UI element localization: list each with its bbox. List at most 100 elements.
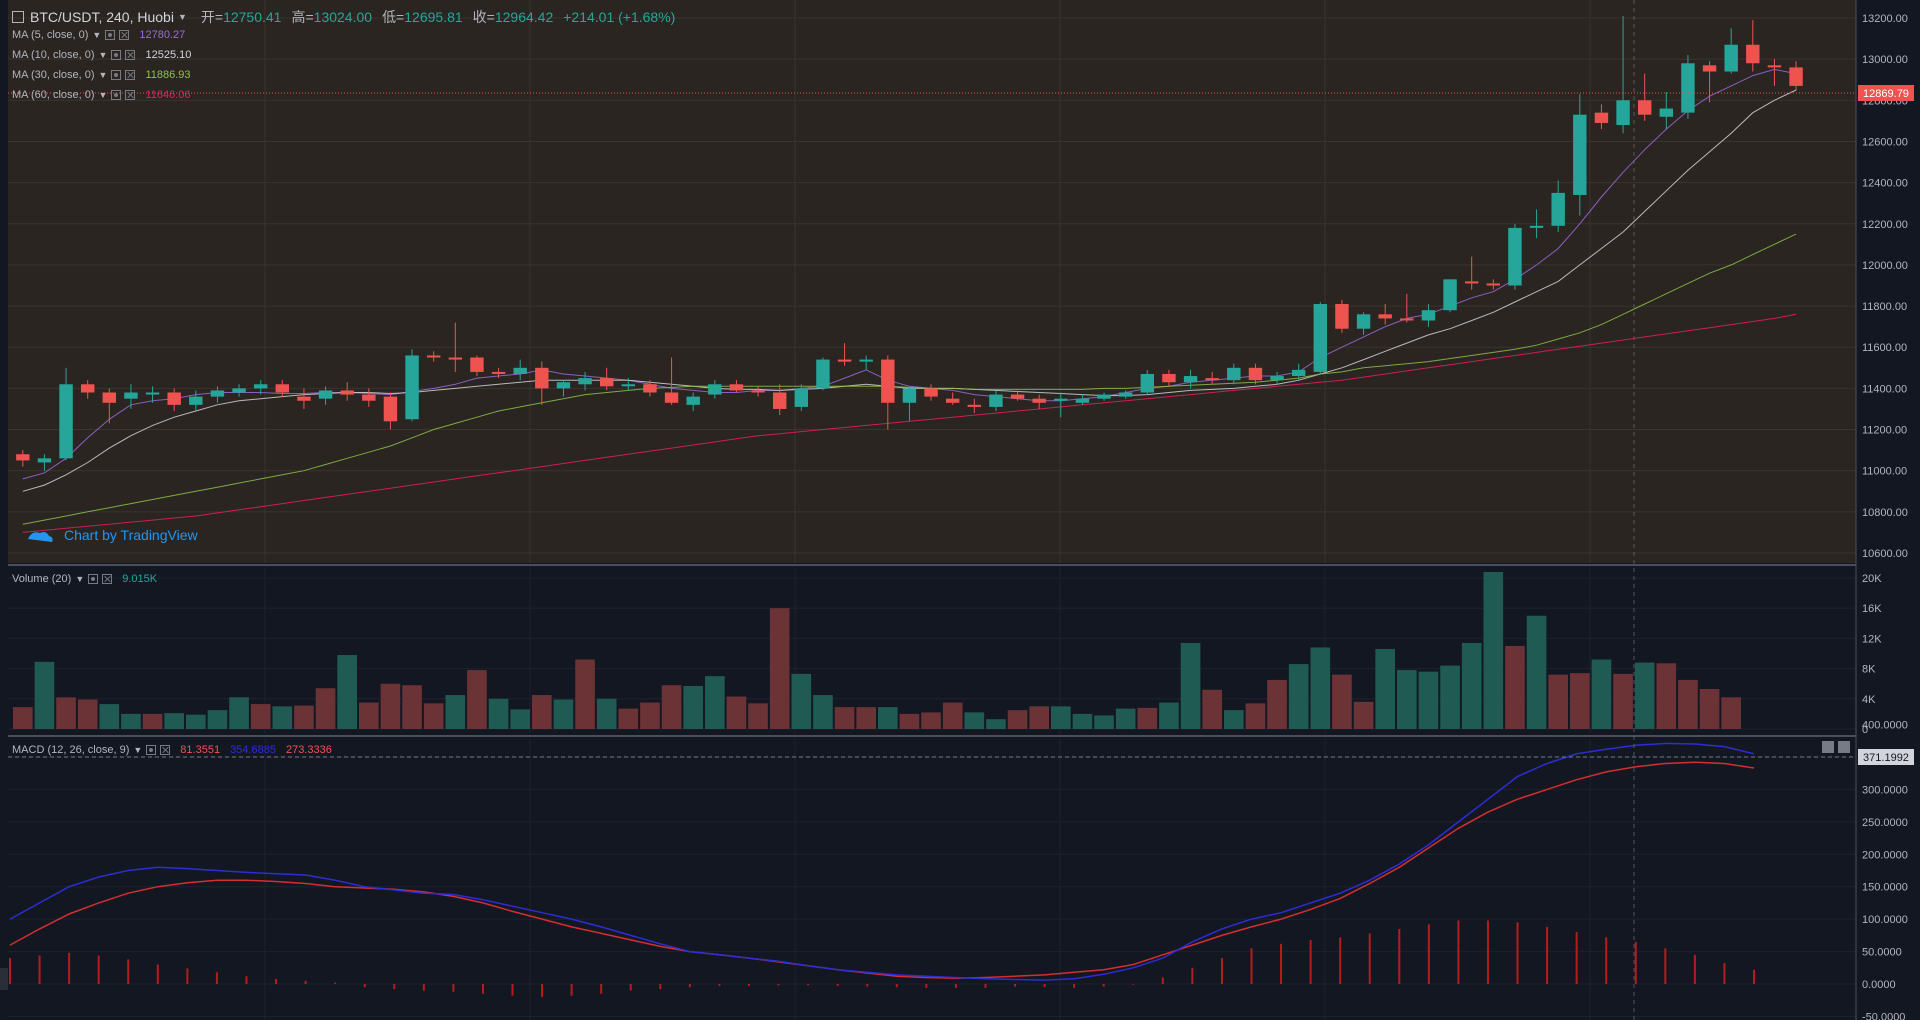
open-value: 12750.41 (223, 9, 282, 25)
indicator-menu-chevron-icon[interactable]: ▼ (98, 70, 108, 80)
indicator-label[interactable]: MA (60, close, 0) (12, 89, 95, 101)
candle-body (1054, 398, 1068, 401)
candle-body (145, 392, 160, 395)
candle (621, 378, 636, 391)
indicator-row-ma5[interactable]: MA (5, close, 0) ▼ 12780.27 (12, 29, 185, 41)
candle (859, 355, 873, 370)
indicator-row-ma30[interactable]: MA (30, close, 0) ▼ 11886.93 (12, 69, 191, 81)
candle-body (1270, 376, 1284, 381)
macd-tick-label: 50.0000 (1862, 947, 1902, 959)
candle-body (1594, 112, 1609, 123)
candle (924, 384, 938, 401)
candle-body (1097, 394, 1111, 399)
macd-menu-chevron-icon[interactable]: ▼ (133, 745, 143, 755)
volume-bar (1526, 615, 1547, 729)
price-axis[interactable]: 13200.0013000.0012800.0012600.0012400.00… (1862, 13, 1908, 1020)
macd-tick-label: 200.0000 (1862, 849, 1908, 861)
candle-body (902, 388, 917, 403)
volume-bar (1678, 679, 1698, 729)
remove-icon[interactable] (119, 30, 130, 40)
candle-body (491, 371, 506, 374)
settings-icon[interactable] (146, 745, 157, 755)
pane-maximize-icon[interactable] (1822, 741, 1834, 753)
candle-body (16, 454, 30, 461)
volume-tick-label: 4K (1862, 694, 1876, 706)
volume-bar (1245, 703, 1266, 729)
settings-icon[interactable] (88, 574, 99, 584)
indicator-menu-chevron-icon[interactable]: ▼ (98, 50, 108, 60)
macd-tick-label: -50.0000 (1862, 1011, 1905, 1020)
macd-label[interactable]: MACD (12, 26, close, 9) (12, 744, 130, 756)
candle (535, 361, 549, 405)
price-tick-label: 11800.00 (1862, 301, 1907, 313)
candle-body (232, 388, 246, 393)
remove-icon[interactable] (102, 574, 113, 584)
macd-grid (8, 738, 1856, 1020)
indicator-label[interactable]: MA (10, close, 0) (12, 49, 95, 61)
settings-icon[interactable] (111, 90, 122, 100)
indicator-menu-chevron-icon[interactable]: ▼ (98, 90, 108, 100)
price-tick-label: 12600.00 (1862, 136, 1908, 148)
pane-collapse-icon[interactable] (1838, 741, 1850, 753)
indicator-label[interactable]: MA (5, close, 0) (12, 29, 89, 41)
macd-legend[interactable]: MACD (12, 26, close, 9) ▼ 81.3551 354.68… (12, 744, 332, 756)
indicator-row-ma60[interactable]: MA (60, close, 0) ▼ 11646.06 (12, 89, 191, 101)
remove-icon[interactable] (160, 745, 171, 755)
remove-icon[interactable] (125, 70, 136, 80)
collapse-legend-icon[interactable] (12, 11, 24, 23)
settings-icon[interactable] (111, 70, 122, 80)
indicator-menu-chevron-icon[interactable]: ▼ (92, 30, 102, 40)
candle-body (772, 392, 787, 409)
candle (1616, 15, 1630, 134)
settings-icon[interactable] (111, 50, 122, 60)
candle (470, 355, 484, 377)
last-price-tag-label: 12869.79 (1863, 88, 1909, 100)
macd-pane-controls[interactable] (1822, 741, 1850, 753)
high-value: 13024.00 (313, 9, 373, 25)
indicator-row-ma10[interactable]: MA (10, close, 0) ▼ 12525.10 (12, 49, 191, 61)
candle (881, 355, 895, 430)
volume-bar (1397, 670, 1417, 729)
volume-bar (1288, 664, 1309, 729)
candle (297, 388, 311, 409)
volume-bar (1461, 642, 1482, 729)
volume-bar (1375, 648, 1395, 729)
remove-icon[interactable] (125, 90, 136, 100)
candle-body (1205, 378, 1219, 381)
candle-body (448, 357, 463, 360)
volume-bar (1353, 701, 1374, 729)
volume-bar (99, 704, 120, 729)
indicator-value: 12525.10 (145, 49, 192, 61)
volume-bar (1440, 665, 1460, 729)
indicator-label[interactable]: MA (30, close, 0) (12, 69, 95, 81)
volume-legend[interactable]: Volume (20) ▼ 9.015K (12, 573, 157, 585)
candle-body (837, 359, 852, 362)
tradingview-watermark[interactable]: Chart by TradingView (28, 527, 198, 543)
candle (362, 388, 376, 407)
candle (1313, 301, 1328, 374)
volume-bar (207, 710, 228, 729)
left-scroll-handle[interactable] (0, 968, 8, 990)
volume-bar (1721, 697, 1741, 729)
symbol-title[interactable]: BTC/USDT, 240, Huobi (30, 9, 174, 25)
volume-bar (250, 704, 271, 729)
candle (1637, 73, 1652, 121)
candle-body (297, 396, 311, 401)
macd-tick-label: 300.0000 (1862, 784, 1908, 796)
candle (232, 384, 246, 397)
volume-bar (1332, 674, 1352, 729)
candle-body (318, 390, 333, 399)
candle-body (1032, 398, 1046, 403)
settings-icon[interactable] (105, 30, 116, 40)
candle-body (1702, 65, 1717, 72)
candle-body (102, 392, 117, 403)
candle (210, 386, 225, 403)
remove-icon[interactable] (125, 50, 136, 60)
volume-menu-chevron-icon[interactable]: ▼ (75, 574, 85, 584)
volume-bar (13, 707, 33, 729)
symbol-menu-chevron-icon[interactable]: ▼ (177, 12, 187, 22)
candle-body (1227, 367, 1241, 381)
volume-label[interactable]: Volume (20) (12, 573, 72, 585)
candle-body (405, 355, 419, 420)
price-tick-label: 11600.00 (1862, 342, 1907, 354)
